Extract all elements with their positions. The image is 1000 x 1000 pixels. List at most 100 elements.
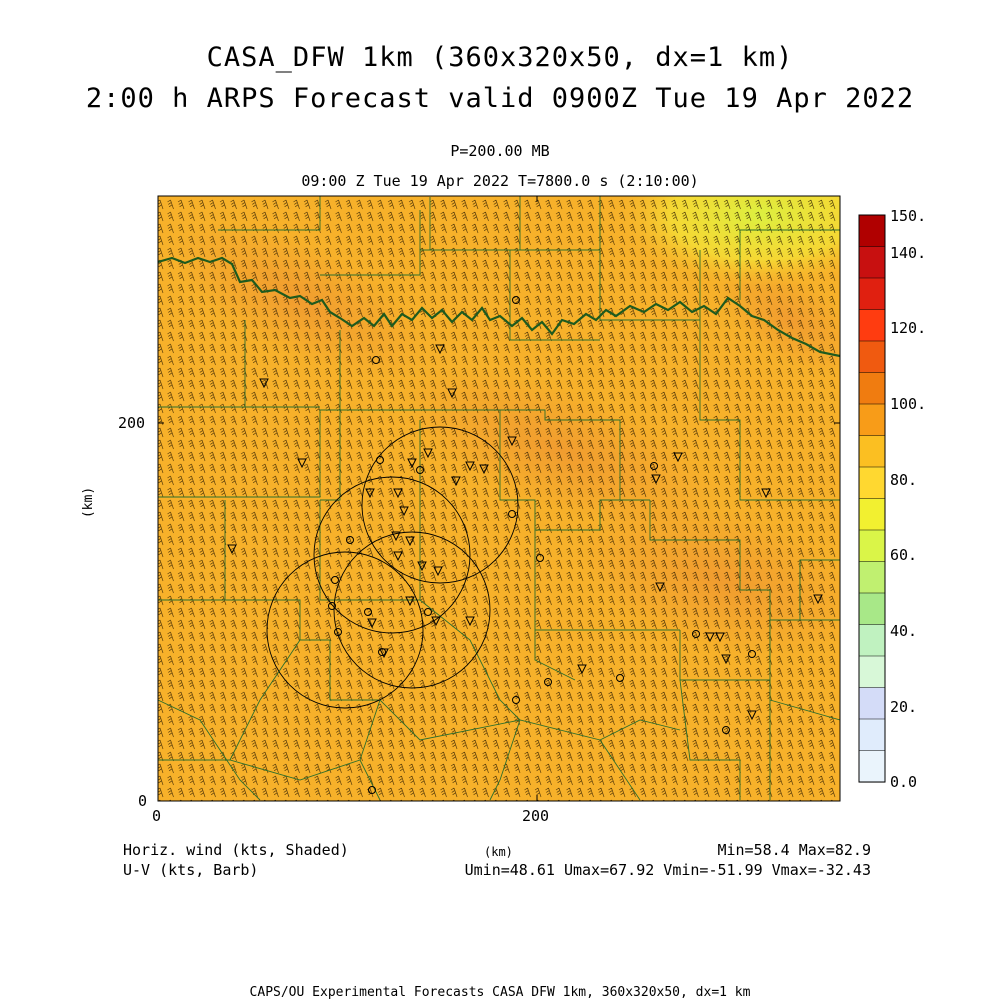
station-triangle (297, 458, 307, 469)
station-triangle (405, 596, 415, 607)
station-markers (227, 296, 823, 794)
station-circle (328, 602, 336, 610)
station-triangle (651, 474, 661, 485)
title-line-2: 2:00 h ARPS Forecast valid 0900Z Tue 19 … (85, 83, 915, 114)
station-circle (346, 536, 354, 544)
station-circle (650, 462, 658, 470)
colorbar-label-120: 120. (890, 319, 927, 337)
colorbar-swatch (858, 655, 886, 689)
station-triangle (465, 461, 475, 472)
colorbar-label-0: 0.0 (890, 773, 918, 791)
station-circle (368, 786, 376, 794)
station-triangle (407, 458, 417, 469)
colorbar (858, 214, 886, 783)
colorbar-swatch (858, 498, 886, 531)
legend-barb: U-V (kts, Barb) (123, 861, 259, 879)
station-triangle (577, 664, 587, 675)
county-boundaries (158, 196, 840, 801)
legend-shaded: Horiz. wind (kts, Shaded) (123, 841, 349, 859)
station-triangle (259, 378, 269, 389)
station-circle (748, 650, 756, 658)
colorbar-label-150: 150. (890, 207, 927, 225)
colorbar-swatch (858, 340, 886, 374)
station-circle (512, 296, 520, 304)
station-triangle (451, 476, 461, 487)
colorbar-swatch (858, 529, 886, 563)
colorbar-swatch (858, 214, 886, 248)
station-triangle (431, 616, 441, 627)
station-triangle (435, 344, 445, 355)
colorbar-label-20: 20. (890, 698, 918, 716)
station-circle (616, 674, 624, 682)
station-triangle (705, 632, 715, 643)
radar-range-rings (266, 426, 519, 709)
station-circle (364, 608, 372, 616)
station-circle (508, 510, 516, 518)
x-tick-0: 0 (152, 807, 162, 825)
plot-frame (157, 195, 841, 802)
station-triangle (507, 436, 517, 447)
station-triangle (433, 566, 443, 577)
title-line-1: CASA_DFW 1km (360x320x50, dx=1 km) (206, 42, 794, 73)
colorbar-swatch (858, 687, 886, 720)
station-circle (722, 726, 730, 734)
station-circle (372, 356, 380, 364)
pressure-level: P=200.00 MB (450, 142, 550, 160)
axis-ticks (157, 196, 840, 802)
station-circle (378, 648, 386, 656)
legend-uv-stats: Umin=48.61 Umax=67.92 Vmin=-51.99 Vmax=-… (464, 861, 871, 879)
wind-speed-shading (158, 196, 840, 801)
station-circle (334, 628, 342, 636)
colorbar-label-80: 80. (890, 471, 918, 489)
station-circle (692, 630, 700, 638)
colorbar-frame (858, 214, 886, 783)
station-triangle (673, 452, 683, 463)
colorbar-swatch (858, 466, 886, 500)
colorbar-swatch (858, 561, 886, 594)
station-circle (416, 466, 424, 474)
station-circle (512, 696, 520, 704)
station-circle (544, 678, 552, 686)
colorbar-label-140: 140. (890, 244, 927, 262)
colorbar-swatch (858, 750, 886, 783)
y-axis-label: (km) (81, 486, 97, 519)
station-triangle (367, 618, 377, 629)
colorbar-swatch (858, 624, 886, 657)
station-triangle (417, 561, 427, 572)
station-circle (331, 576, 339, 584)
station-circle (376, 456, 384, 464)
station-circle (536, 554, 544, 562)
colorbar-swatch (858, 309, 886, 342)
station-triangle (393, 488, 403, 499)
y-tick-200: 200 (118, 414, 146, 432)
station-triangle (813, 594, 823, 605)
x-tick-200: 200 (522, 807, 550, 825)
station-triangle (715, 632, 725, 643)
station-triangle (655, 582, 665, 593)
state-boundary-red-river (158, 256, 840, 358)
station-triangle (761, 488, 771, 499)
colorbar-swatch (858, 372, 886, 405)
colorbar-swatch (858, 277, 886, 311)
station-circle (424, 608, 432, 616)
y-tick-0: 0 (138, 792, 148, 810)
colorbar-swatch (858, 592, 886, 626)
station-triangle (365, 488, 375, 499)
station-triangle (399, 506, 409, 517)
station-triangle (393, 551, 403, 562)
colorbar-swatch (858, 403, 886, 437)
colorbar-swatch (858, 718, 886, 752)
colorbar-label-40: 40. (890, 622, 918, 640)
station-triangle (391, 531, 401, 542)
station-triangle (479, 464, 489, 475)
valid-time: 09:00 Z Tue 19 Apr 2022 T=7800.0 s (2:10… (301, 172, 699, 190)
colorbar-label-100: 100. (890, 395, 927, 413)
station-triangle (447, 388, 457, 399)
station-triangle (747, 710, 757, 721)
station-triangle (721, 654, 731, 665)
station-triangle (465, 616, 475, 627)
station-triangle (405, 536, 415, 547)
legend-minmax: Min=58.4 Max=82.9 (717, 841, 871, 859)
station-triangle (423, 448, 433, 459)
